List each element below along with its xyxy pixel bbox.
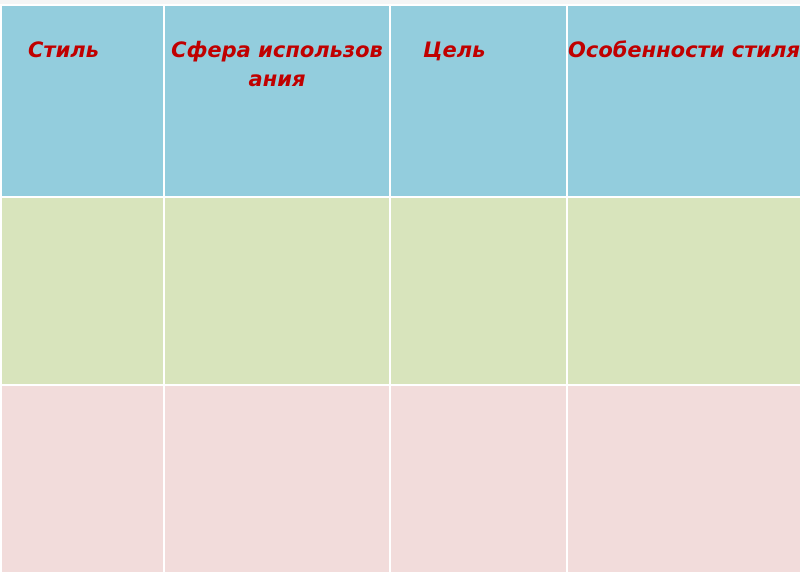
table-cell bbox=[389, 196, 568, 386]
header-style-label: Стиль bbox=[28, 38, 99, 62]
table-cell bbox=[0, 384, 165, 574]
table-row bbox=[0, 384, 800, 574]
header-features-label: Особенности стиля bbox=[568, 38, 800, 62]
header-row: Стиль Сфера использования Цель Особеннос… bbox=[0, 4, 800, 198]
table-row bbox=[0, 196, 800, 386]
style-table: Стиль Сфера использования Цель Особеннос… bbox=[0, 4, 800, 574]
table-cell bbox=[566, 196, 800, 386]
header-cell-sphere: Сфера использования bbox=[163, 4, 391, 198]
header-cell-features: Особенности стиля bbox=[566, 4, 800, 198]
table-cell bbox=[566, 384, 800, 574]
table-cell bbox=[0, 196, 165, 386]
table-cell bbox=[389, 384, 568, 574]
header-sphere-label: Сфера использования bbox=[171, 38, 383, 91]
header-cell-goal: Цель bbox=[389, 4, 568, 198]
table-cell bbox=[163, 384, 391, 574]
table-cell bbox=[163, 196, 391, 386]
header-goal-label: Цель bbox=[423, 38, 486, 62]
header-cell-style: Стиль bbox=[0, 4, 165, 198]
